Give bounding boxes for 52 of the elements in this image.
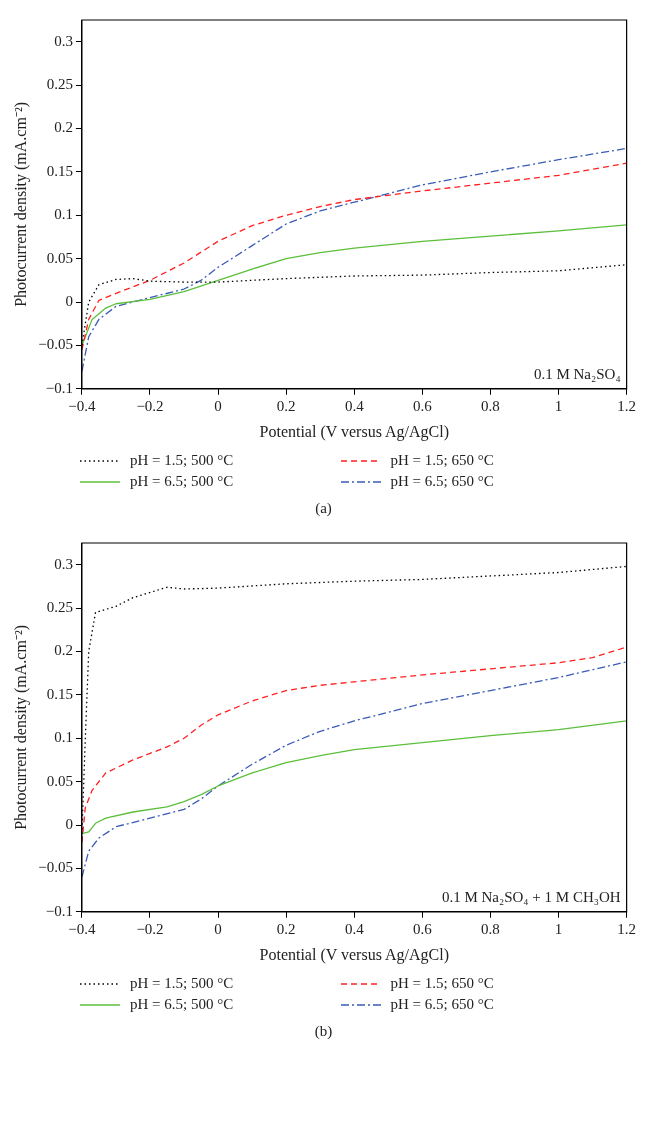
x-tick-label: 0.4: [344, 397, 365, 414]
y-tick-label: 0.3: [54, 32, 73, 49]
y-tick-label: −0.05: [38, 859, 73, 876]
x-axis-title: Potential (V versus Ag/AgCl): [259, 945, 450, 964]
y-tick-label: 0.2: [54, 119, 73, 136]
x-tick-label: 0.6: [412, 397, 433, 414]
y-tick-label: 0: [65, 292, 73, 309]
y-tick-label: 0.2: [54, 642, 73, 659]
legend-label: pH = 6.5; 650 °C: [390, 473, 494, 490]
legend-label: pH = 6.5; 500 °C: [130, 996, 234, 1013]
y-tick-label: 0.1: [54, 729, 73, 746]
legend-label: pH = 1.5; 650 °C: [390, 452, 494, 469]
y-tick-label: 0.15: [46, 162, 73, 179]
x-tick-label: 0.2: [276, 397, 296, 414]
text: (b): [313, 1022, 334, 1041]
legend-label: pH = 1.5; 500 °C: [130, 975, 234, 992]
y-tick-label: −0.1: [45, 902, 73, 919]
x-tick-label: 1.2: [617, 397, 636, 414]
y-tick-label: 0.15: [46, 685, 73, 702]
x-tick-label: 1.2: [617, 920, 636, 937]
y-tick-label: 0.1: [54, 206, 73, 223]
y-tick-label: −0.05: [38, 336, 73, 353]
x-tick-label: −0.4: [68, 920, 97, 937]
x-tick-label: 0: [214, 397, 222, 414]
legend-label: pH = 1.5; 650 °C: [390, 975, 494, 992]
legend-label: pH = 1.5; 500 °C: [130, 452, 234, 469]
x-tick-label: 1: [554, 397, 563, 414]
x-tick-label: −0.2: [136, 920, 164, 937]
y-axis-title: Photocurrent density (mA.cm⁻²): [11, 101, 30, 307]
y-tick-label: 0.05: [46, 772, 73, 789]
x-tick-label: 0.2: [276, 920, 296, 937]
x-tick-label: 1: [554, 920, 563, 937]
legend-label: pH = 6.5; 500 °C: [130, 473, 234, 490]
y-axis-title: Photocurrent density (mA.cm⁻²): [11, 624, 30, 830]
y-tick-label: 0.25: [46, 76, 73, 93]
y-tick-label: 0.3: [54, 555, 73, 572]
x-tick-label: 0.8: [481, 397, 500, 414]
x-axis-title: Potential (V versus Ag/AgCl): [259, 422, 450, 441]
y-tick-label: 0.05: [46, 249, 73, 266]
x-tick-label: −0.4: [68, 397, 97, 414]
x-tick-label: 0.6: [412, 920, 433, 937]
annotation: 0.1 M Na₂SO₄ + 1 M CH₃OH: [441, 889, 621, 906]
y-tick-label: −0.1: [45, 379, 73, 396]
x-tick-label: 0.8: [481, 920, 500, 937]
x-tick-label: 0.4: [344, 920, 365, 937]
y-tick-label: 0: [65, 815, 73, 832]
legend-label: pH = 6.5; 650 °C: [390, 996, 494, 1013]
text: (a): [314, 499, 333, 518]
x-tick-label: −0.2: [136, 397, 164, 414]
y-tick-label: 0.25: [46, 599, 73, 616]
x-tick-label: 0: [214, 920, 222, 937]
annotation: 0.1 M Na₂SO₄: [533, 366, 621, 383]
